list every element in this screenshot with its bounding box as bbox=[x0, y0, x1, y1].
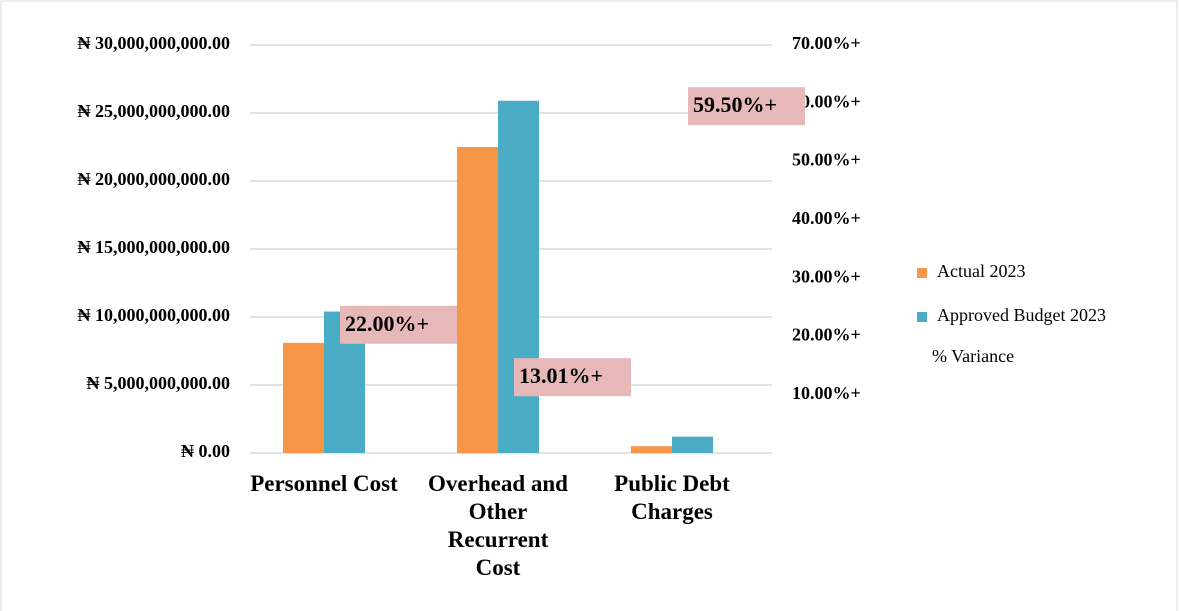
bar bbox=[631, 446, 672, 453]
y2-tick-label: 70.00%+ bbox=[792, 33, 861, 53]
y-tick-label: ₦ 15,000,000,000.00 bbox=[78, 237, 231, 257]
bar bbox=[283, 342, 324, 453]
legend-swatch bbox=[917, 312, 927, 322]
y-tick-label: ₦ 25,000,000,000.00 bbox=[78, 101, 231, 121]
y-tick-label: ₦ 0.00 bbox=[181, 441, 230, 461]
variance-label-box bbox=[514, 358, 631, 397]
y2-tick-label: 50.00%+ bbox=[792, 150, 861, 170]
y2-tick-label: 10.00%+ bbox=[792, 383, 861, 403]
data-label: 13.01%+ bbox=[519, 363, 603, 388]
y-tick-label: ₦ 30,000,000,000.00 bbox=[78, 33, 231, 53]
x-tick-label: Public Debt Charges bbox=[614, 471, 730, 524]
legend-swatch bbox=[917, 268, 927, 278]
x-tick-label: Personnel Cost bbox=[250, 471, 398, 496]
data-label: 22.00%+ bbox=[345, 311, 429, 336]
y-tick-label: ₦ 20,000,000,000.00 bbox=[78, 169, 231, 189]
data-label: 59.50%+ bbox=[693, 92, 777, 117]
bar bbox=[457, 147, 498, 453]
bar bbox=[672, 436, 713, 453]
y2-tick-label: 20.00%+ bbox=[792, 325, 861, 345]
y-tick-label: ₦ 10,000,000,000.00 bbox=[78, 305, 231, 325]
bar bbox=[498, 100, 539, 453]
y-tick-label: ₦ 5,000,000,000.00 bbox=[87, 373, 231, 393]
y2-tick-label: 30.00%+ bbox=[792, 266, 861, 286]
y2-tick-label: 40.00%+ bbox=[792, 208, 861, 228]
variance-label-box bbox=[340, 305, 457, 344]
y2-tick-label: 60.00%+ bbox=[792, 91, 861, 111]
variance-label-box bbox=[688, 87, 805, 126]
x-tick-label: Overhead and Other Recurrent Cost bbox=[428, 471, 568, 580]
legend-label: Actual 2023 bbox=[937, 261, 1025, 281]
legend-label: Approved Budget 2023 bbox=[937, 305, 1106, 325]
legend-label: % Variance bbox=[932, 346, 1014, 366]
